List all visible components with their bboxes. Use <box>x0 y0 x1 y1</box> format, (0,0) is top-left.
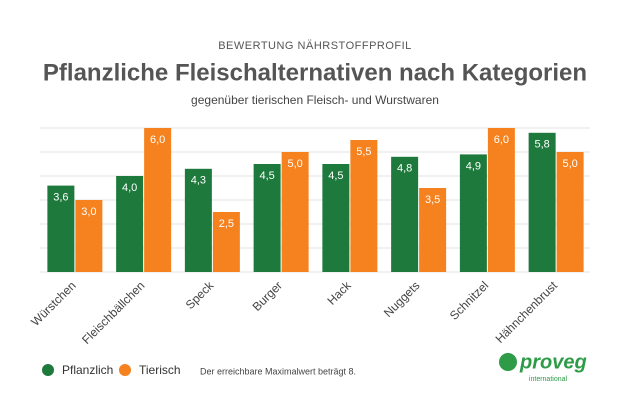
value-label: 3,5 <box>425 194 440 206</box>
bar <box>47 185 75 272</box>
value-label: 5,8 <box>534 139 549 151</box>
value-label: 4,5 <box>328 170 343 182</box>
bar <box>281 152 309 272</box>
bar <box>322 164 350 272</box>
value-label: 4,0 <box>122 182 137 194</box>
legend-label: Tierisch <box>139 363 181 377</box>
value-label: 3,0 <box>81 206 96 218</box>
chart-title: Pflanzliche Fleischalternativen nach Kat… <box>43 59 587 86</box>
value-label: 6,0 <box>150 134 165 146</box>
legend-label: Pflanzlich <box>62 363 113 377</box>
x-tick-label: Speck <box>183 278 217 312</box>
bar <box>556 152 584 272</box>
bar <box>391 156 419 272</box>
x-tick-label: Fleischbällchen <box>79 278 147 346</box>
x-tick-label: Hack <box>325 278 355 308</box>
bar <box>75 200 103 272</box>
x-tick-label: Schnitzel <box>447 278 491 322</box>
value-label: 3,6 <box>53 192 68 204</box>
legend-swatch <box>42 364 54 376</box>
bar <box>350 140 378 272</box>
x-tick-label: Burger <box>250 278 285 313</box>
logo-tagline: international <box>529 376 568 383</box>
value-label: 4,9 <box>466 160 481 172</box>
chart-kicker: BEWERTUNG NÄHRSTOFFPROFIL <box>218 40 412 52</box>
bar <box>116 176 144 272</box>
value-label: 5,0 <box>562 158 577 170</box>
legend-swatch <box>119 364 131 376</box>
logo-name: proveg <box>519 351 587 373</box>
bar <box>212 212 240 272</box>
value-label: 6,0 <box>494 134 509 146</box>
bar <box>459 154 487 272</box>
bar <box>419 188 447 272</box>
value-label: 5,5 <box>356 146 371 158</box>
bar <box>528 132 556 272</box>
bar <box>144 128 172 272</box>
value-label: 4,8 <box>397 163 412 175</box>
value-label: 4,5 <box>259 170 274 182</box>
bar <box>184 168 212 272</box>
chart-note: Der erreichbare Maximalwert beträgt 8. <box>200 366 356 376</box>
logo: proveg international <box>499 351 587 383</box>
x-tick-label: Nuggets <box>381 278 423 320</box>
bar <box>487 128 515 272</box>
logo-mark <box>499 353 517 371</box>
x-tick-label: Hähnchenbrust <box>493 278 561 346</box>
value-label: 2,5 <box>219 218 234 230</box>
bar <box>253 164 281 272</box>
value-label: 4,3 <box>191 175 206 187</box>
value-label: 5,0 <box>287 158 302 170</box>
x-tick-label: Würstchen <box>28 278 78 328</box>
chart-subtitle: gegenüber tierischen Fleisch- und Wurstw… <box>191 93 439 107</box>
